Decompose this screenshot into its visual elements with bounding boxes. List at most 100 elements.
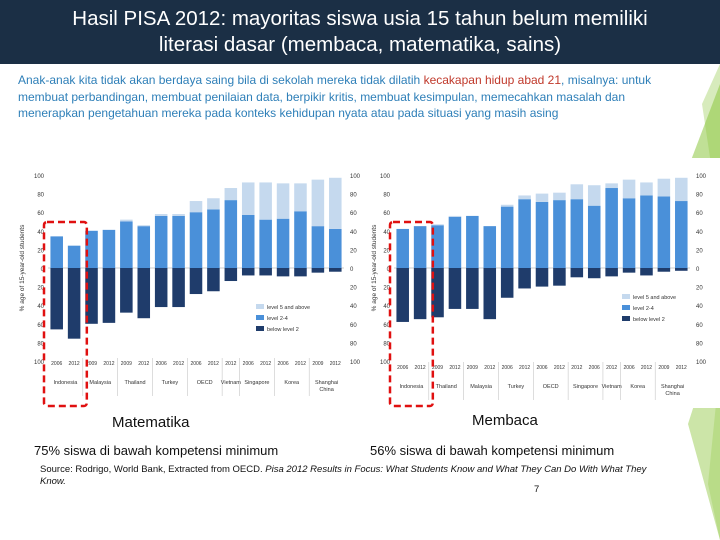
y-tick-label-right: 20 (350, 286, 357, 292)
bar-level-2-4 (329, 228, 342, 268)
group-label: Vietnam (221, 380, 241, 386)
y-tick-label-right: 100 (696, 174, 707, 180)
x-tick-label: 2012 (225, 361, 236, 367)
x-tick-label: 2009 (121, 361, 132, 367)
bar-level-5-above (657, 178, 671, 197)
bar-below-level-2 (224, 268, 238, 282)
highlight-box (388, 220, 435, 408)
x-tick-label: 2006 (536, 365, 547, 371)
legend-label: level 5 and above (633, 295, 676, 301)
x-tick-label: 2009 (658, 365, 669, 371)
bar-level-2-4 (85, 230, 98, 268)
x-tick-label: 2006 (623, 365, 634, 371)
bar-level-2-4 (224, 200, 238, 268)
bar-level-2-4 (413, 226, 427, 268)
bar-level-5-above (311, 179, 325, 227)
y-tick-label-right: 80 (696, 341, 703, 347)
x-tick-label: 2006 (51, 361, 62, 367)
bar-below-level-2 (276, 268, 290, 277)
y-tick-label-right: 20 (696, 286, 703, 292)
bar-below-level-2 (259, 268, 272, 276)
bar-level-5-above (224, 188, 238, 201)
bar-below-level-2 (431, 268, 444, 318)
bar-level-2-4 (570, 199, 584, 268)
y-tick-label: 0 (387, 267, 391, 273)
bar-level-2-4 (276, 218, 290, 268)
y-tick-label: 80 (37, 341, 44, 347)
y-tick-label-right: 0 (350, 267, 354, 273)
x-tick-label: 2012 (554, 365, 565, 371)
bar-level-2-4 (67, 245, 81, 268)
bar-level-2-4 (448, 216, 462, 268)
group-label: OECD (543, 384, 559, 390)
y-tick-label: 100 (380, 360, 391, 366)
bar-below-level-2 (329, 268, 342, 272)
source-title: Pisa 2012 Results in Focus: What Student… (40, 464, 647, 487)
bar-below-level-2 (605, 268, 618, 277)
bar-level-5-above (553, 192, 566, 201)
y-tick-label-right: 60 (350, 211, 357, 217)
bar-level-5-above (605, 183, 618, 189)
y-tick-label: 20 (383, 248, 390, 254)
x-tick-label: 2009 (86, 361, 97, 367)
bar-level-5-above (675, 177, 688, 202)
group-label: Indonesia (399, 384, 424, 390)
y-tick-label: 60 (37, 323, 44, 329)
y-tick-label: 20 (383, 286, 390, 292)
bar-level-2-4 (120, 221, 133, 268)
x-tick-label: 2006 (397, 365, 408, 371)
bar-below-level-2 (466, 268, 479, 309)
y-tick-label: 80 (37, 193, 44, 199)
bar-level-2-4 (50, 236, 63, 268)
bar-level-5-above (189, 201, 203, 213)
y-tick-label: 40 (37, 230, 44, 236)
x-tick-label: 2012 (173, 361, 184, 367)
x-tick-label: 2012 (330, 361, 341, 367)
x-tick-label: 2009 (312, 361, 323, 367)
group-label: Vietnam (602, 384, 622, 390)
group-label: Indonesia (53, 380, 78, 386)
y-axis-label: % age of 15-year-old students (19, 224, 26, 311)
x-tick-label: 2012 (103, 361, 114, 367)
bar-level-5-above (137, 225, 151, 227)
legend-swatch (256, 326, 264, 331)
bar-level-5-above (587, 185, 601, 206)
bar-below-level-2 (675, 268, 688, 271)
bar-level-5-above (640, 182, 653, 196)
x-tick-label: 2009 (467, 365, 478, 371)
intro-highlight: kecakapan hidup abad 21 (423, 73, 562, 87)
group-label: Singapore (244, 380, 269, 386)
bar-level-5-above (207, 198, 220, 210)
bar-below-level-2 (311, 268, 325, 273)
legend-label: level 2-4 (267, 316, 288, 322)
x-tick-label: 2012 (571, 365, 582, 371)
x-tick-label: 2012 (449, 365, 460, 371)
bar-level-5-above (622, 179, 636, 199)
x-tick-label: 2012 (295, 361, 306, 367)
group-label: Turkey (508, 384, 525, 390)
bar-level-2-4 (587, 205, 601, 268)
bar-below-level-2 (294, 268, 307, 277)
y-tick-label-right: 100 (350, 360, 361, 366)
x-tick-label: 2006 (243, 361, 254, 367)
x-tick-label: 2012 (69, 361, 80, 367)
bar-level-2-4 (102, 229, 116, 268)
y-tick-label-right: 20 (696, 248, 703, 254)
y-tick-label-right: 100 (696, 360, 707, 366)
reading-chart-svg: 100 100 80 80 60 60 40 40 20 20 0 0 20 20 40 40 60 60 80 80… (371, 174, 707, 408)
group-label: Shanghai (315, 380, 338, 386)
bar-level-5-above (241, 182, 255, 215)
bar-level-2-4 (137, 226, 151, 268)
legend-swatch (622, 294, 630, 299)
bar-below-level-2 (640, 268, 653, 276)
bar-below-level-2 (67, 268, 81, 339)
y-tick-label: 100 (34, 360, 45, 366)
bar-level-2-4 (259, 219, 272, 268)
x-tick-label: 2012 (641, 365, 652, 371)
page-number: 7 (534, 484, 540, 495)
intro-text-1: Anak-anak kita tidak akan berdaya saing … (18, 73, 424, 87)
slide-title-line-1: Hasil PISA 2012: mayoritas siswa usia 15… (72, 7, 648, 30)
bar-below-level-2 (483, 268, 497, 320)
x-tick-label: 2012 (484, 365, 495, 371)
bar-below-level-2 (413, 268, 427, 320)
